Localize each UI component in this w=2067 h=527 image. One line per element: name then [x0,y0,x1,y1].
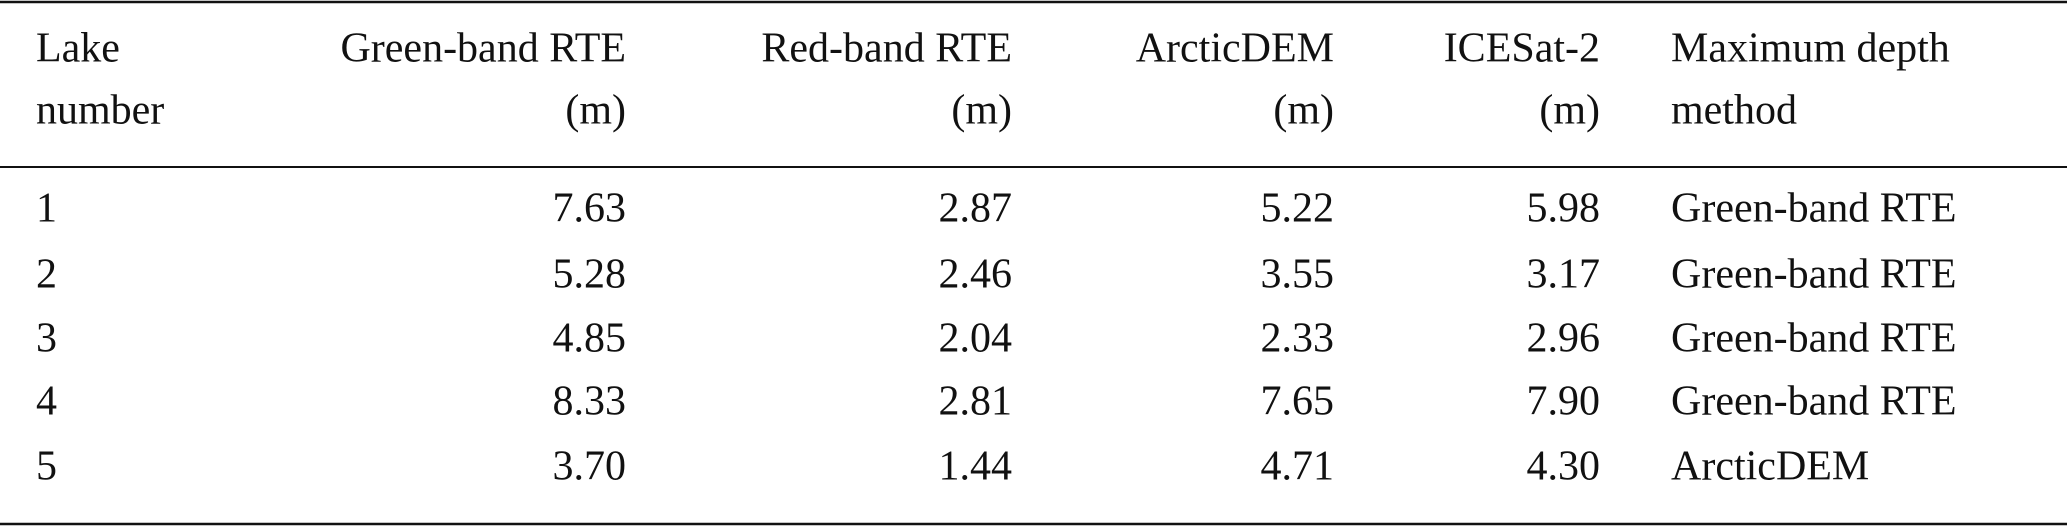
table-cell: 4 [36,379,57,425]
header-cell: Lake [36,26,120,72]
header-cell: Green-band RTE [340,26,626,72]
table-cell: ArcticDEM [1671,444,1869,490]
table-cell: 5.22 [1261,186,1335,232]
table-cell: 4.30 [1527,444,1601,490]
table-cell: 2.96 [1527,316,1601,362]
table-cell: Green-band RTE [1671,186,1957,232]
table-cell: 3.55 [1261,252,1335,298]
table-cell: 7.65 [1261,379,1335,425]
header-cell: (m) [1539,88,1600,134]
table-cell: 2.46 [939,252,1013,298]
header-cell: Maximum depth [1671,26,1950,72]
table-cell: 4.71 [1261,444,1335,490]
table-cell: Green-band RTE [1671,252,1957,298]
table-cell: 3.70 [553,444,627,490]
table-cell: 3 [36,316,57,362]
table-cell: 1.44 [939,444,1013,490]
table-cell: 7.63 [553,186,627,232]
header-cell: number [36,88,164,134]
table-cell: 5.98 [1527,186,1601,232]
table-cell: 5.28 [553,252,627,298]
header-cell: ICESat-2 [1444,26,1600,72]
table-cell: 2.81 [939,379,1013,425]
table-cell: 3.17 [1527,252,1601,298]
header-cell: (m) [1273,88,1334,134]
table-cell: 2.33 [1261,316,1335,362]
table-cell: 8.33 [553,379,627,425]
header-cell: method [1671,88,1797,134]
header-cell: ArcticDEM [1136,26,1334,72]
table-cell: 7.90 [1527,379,1601,425]
header-cell: Red-band RTE [761,26,1012,72]
table-cell: 4.85 [553,316,627,362]
table-cell: 2 [36,252,57,298]
header-cell: (m) [951,88,1012,134]
table-cell: Green-band RTE [1671,379,1957,425]
table-cell: 2.87 [939,186,1013,232]
table-cell: Green-band RTE [1671,316,1957,362]
header-cell: (m) [565,88,626,134]
table-cell: 1 [36,186,57,232]
table-cell: 2.04 [939,316,1013,362]
table-cell: 5 [36,444,57,490]
